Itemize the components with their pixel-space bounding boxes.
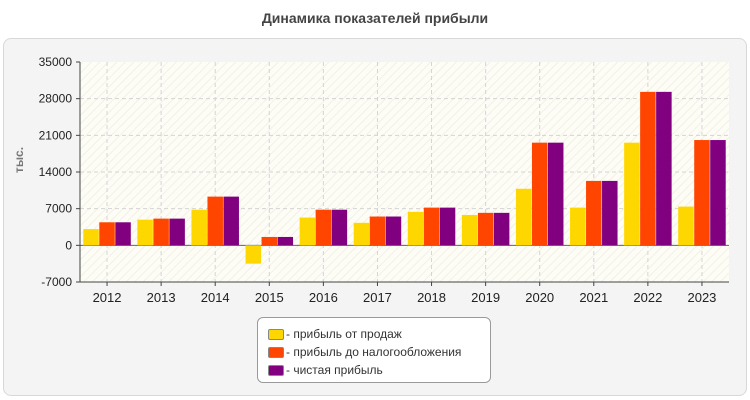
bar bbox=[369, 216, 386, 246]
bar bbox=[515, 188, 532, 246]
legend-swatch-sales-profit bbox=[268, 328, 284, 340]
bar bbox=[710, 140, 726, 246]
y-tick-label: -7000 bbox=[41, 275, 72, 289]
y-axis-label: тыс. bbox=[12, 147, 26, 173]
x-tick-label: 2021 bbox=[579, 290, 608, 305]
x-tick-label: 2022 bbox=[633, 290, 662, 305]
legend-label-pretax-profit: - прибыль до налогообложения bbox=[286, 345, 462, 359]
bar bbox=[261, 236, 278, 246]
y-tick-label: 28000 bbox=[39, 92, 73, 106]
bar bbox=[385, 216, 402, 246]
bar bbox=[694, 140, 710, 246]
y-tick-label: 0 bbox=[65, 238, 72, 252]
bar bbox=[624, 142, 640, 246]
x-tick-label: 2014 bbox=[201, 290, 230, 305]
bar bbox=[315, 209, 332, 246]
bar bbox=[640, 91, 656, 246]
bar bbox=[547, 142, 564, 246]
bar bbox=[169, 218, 185, 246]
bar bbox=[586, 180, 602, 246]
legend: - прибыль от продаж - прибыль до налогоо… bbox=[257, 317, 491, 383]
legend-swatch-net-profit bbox=[268, 364, 284, 376]
bar bbox=[531, 142, 548, 246]
bar bbox=[407, 211, 424, 246]
bar bbox=[570, 207, 586, 246]
y-tick-label: 14000 bbox=[39, 165, 73, 179]
bars bbox=[83, 91, 726, 264]
x-tick-label: 2023 bbox=[687, 290, 716, 305]
bar bbox=[678, 206, 694, 246]
bar bbox=[331, 209, 348, 246]
legend-item-pretax-profit: - прибыль до налогообложения bbox=[268, 343, 480, 361]
bar bbox=[115, 222, 131, 246]
x-tick-label: 2020 bbox=[525, 290, 554, 305]
y-tick-label: 21000 bbox=[39, 128, 73, 142]
bar bbox=[439, 207, 456, 246]
bar bbox=[602, 180, 618, 246]
bar bbox=[656, 91, 672, 246]
x-tick-label: 2018 bbox=[417, 290, 446, 305]
bar bbox=[477, 212, 494, 246]
bar bbox=[461, 214, 478, 246]
y-tick-label: 7000 bbox=[45, 202, 72, 216]
legend-item-sales-profit: - прибыль от продаж bbox=[268, 325, 480, 343]
bar bbox=[191, 209, 207, 246]
x-tick-label: 2015 bbox=[255, 290, 284, 305]
x-tick-label: 2012 bbox=[93, 290, 122, 305]
bar bbox=[423, 207, 440, 246]
bar bbox=[299, 217, 316, 246]
x-tick-label: 2013 bbox=[147, 290, 176, 305]
bar bbox=[207, 196, 223, 246]
bar bbox=[493, 212, 510, 246]
x-axis: 2012 2013 2014 2015 2016 2017 2018 2019 2020 2021… bbox=[80, 281, 729, 305]
chart-title: Динамика показателей прибыли bbox=[261, 10, 489, 26]
bar bbox=[153, 218, 169, 246]
bar bbox=[353, 222, 370, 246]
bar bbox=[245, 245, 262, 264]
legend-label-sales-profit: - прибыль от продаж bbox=[286, 327, 402, 341]
y-tick-label: 35000 bbox=[39, 55, 73, 69]
bar bbox=[137, 219, 153, 246]
legend-label-net-profit: - чистая прибыль bbox=[286, 363, 383, 377]
x-tick-label: 2016 bbox=[309, 290, 338, 305]
y-axis: 35000 28000 21000 14000 7000 0 -7000 bbox=[39, 55, 81, 289]
legend-swatch-pretax-profit bbox=[268, 346, 284, 358]
x-tick-label: 2019 bbox=[471, 290, 500, 305]
bar bbox=[99, 222, 115, 246]
x-tick-label: 2017 bbox=[363, 290, 392, 305]
bar bbox=[83, 229, 99, 246]
bar bbox=[277, 236, 294, 246]
bar bbox=[223, 196, 239, 246]
legend-item-net-profit: - чистая прибыль bbox=[268, 361, 480, 379]
